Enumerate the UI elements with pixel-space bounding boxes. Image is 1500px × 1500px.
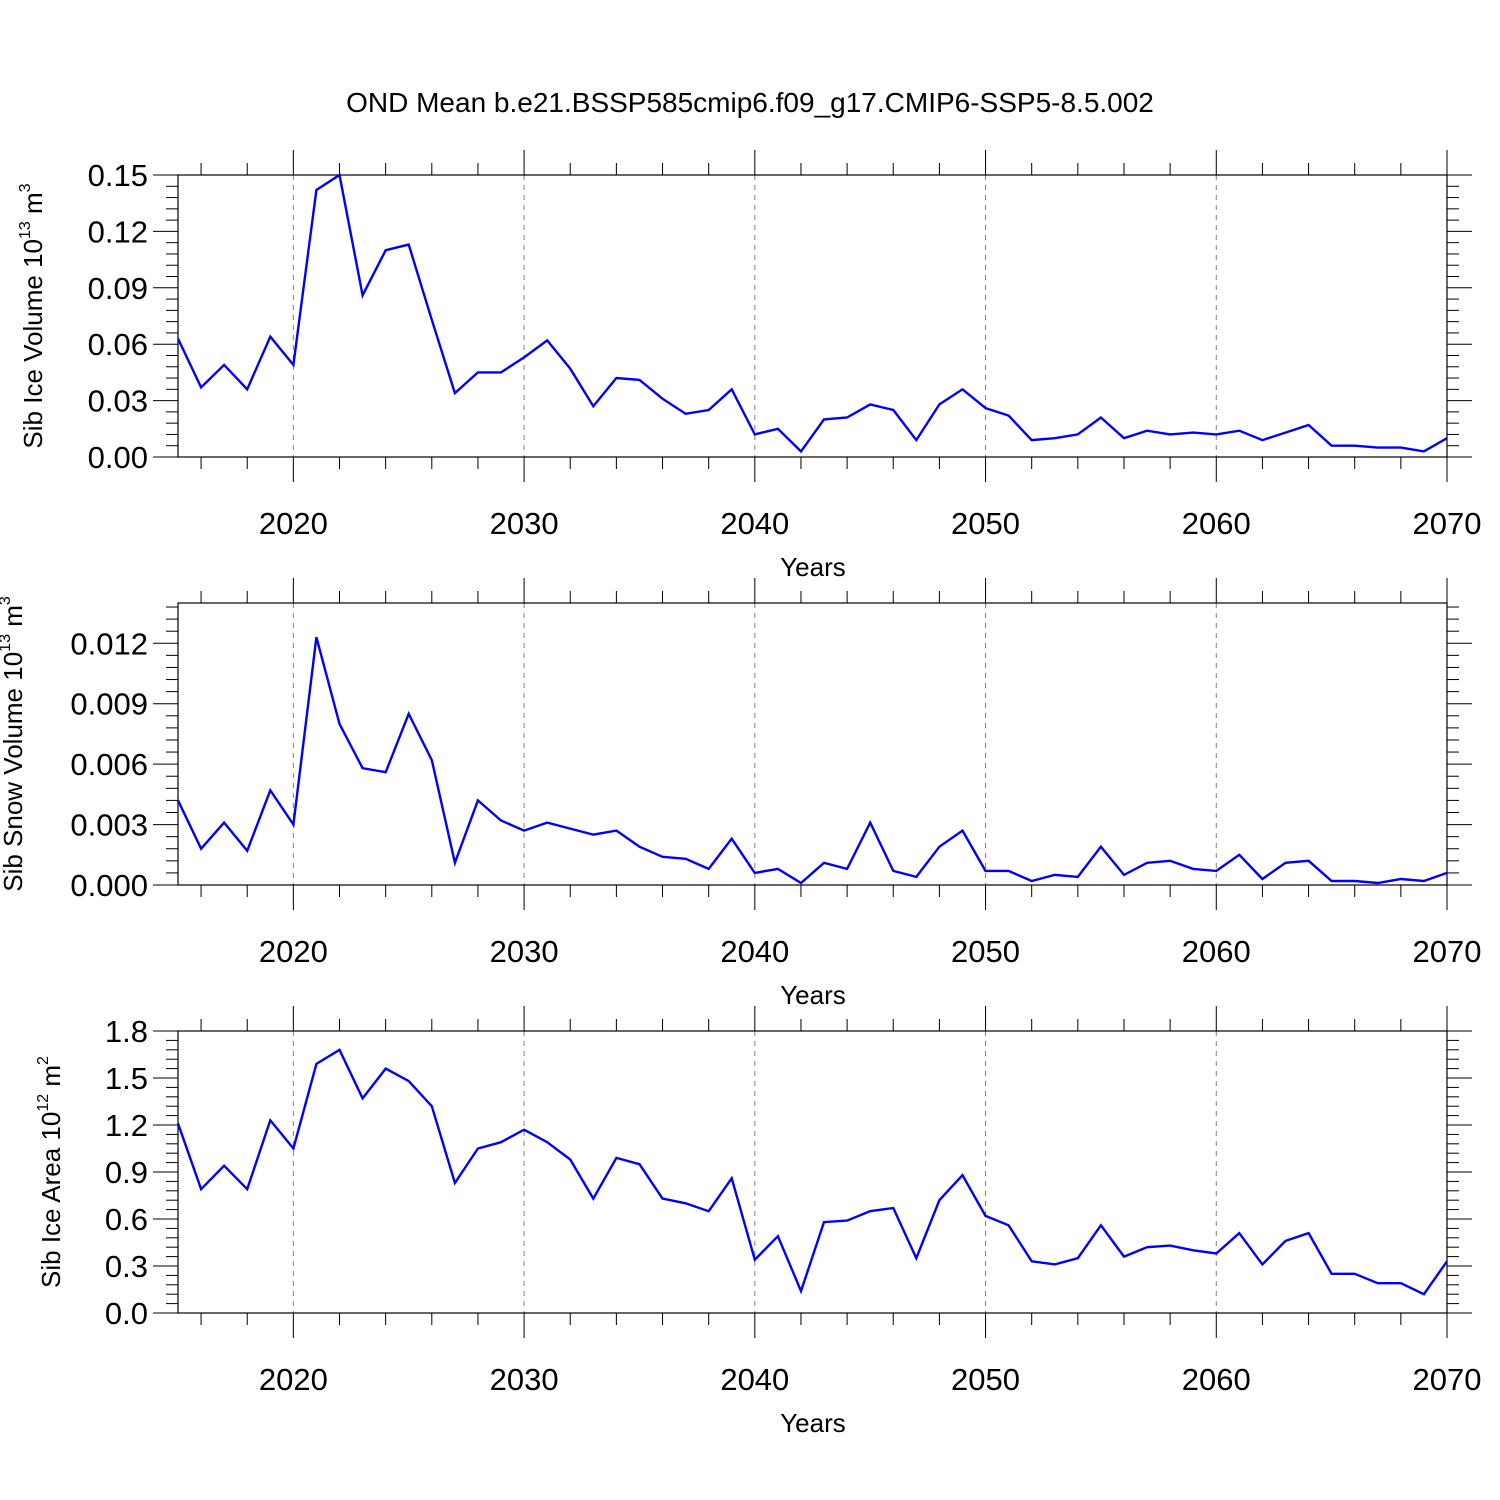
x-tick-label: 2060 xyxy=(1182,934,1251,969)
x-tick-label: 2020 xyxy=(259,1362,328,1397)
y-tick-label: 0.15 xyxy=(88,158,148,193)
y-tick-label: 1.8 xyxy=(105,1014,148,1049)
x-axis-label: Years xyxy=(780,552,846,582)
y-tick-label: 0.03 xyxy=(88,384,148,419)
x-tick-label: 2030 xyxy=(490,1362,559,1397)
y-tick-label: 0.6 xyxy=(105,1202,148,1237)
panel-3: 0.0 0.3 0.6 0.9 1.2 1.5 1.8 2020 2030 2040 2050 206… xyxy=(35,1006,1481,1438)
plot-frame xyxy=(177,1030,1448,1314)
y-tick-label: 0.09 xyxy=(88,271,148,306)
series-line xyxy=(176,1048,1448,1296)
x-tick-label: 2060 xyxy=(1182,506,1251,541)
x-tick-label: 2070 xyxy=(1413,1362,1482,1397)
x-tick-label: 2040 xyxy=(720,1362,789,1397)
y-tick-label: 0.0 xyxy=(105,1296,148,1331)
y-tick-label: 0.003 xyxy=(70,808,148,843)
y-axis-label: Sib Ice Volume 1013 m3 xyxy=(17,183,48,448)
x-axis-label: Years xyxy=(780,980,846,1010)
x-tick-label: 2020 xyxy=(259,934,328,969)
y-tick-label: 0.00 xyxy=(88,440,148,475)
y-tick-label: 0.12 xyxy=(88,214,148,249)
x-tick-label: 2050 xyxy=(951,1362,1020,1397)
plot-frame xyxy=(177,602,1448,886)
panel-1: 0.00 0.03 0.06 0.09 0.12 0.15 2020 2030 2040 2050… xyxy=(17,150,1481,582)
x-tick-label: 2030 xyxy=(490,934,559,969)
x-tick-label: 2050 xyxy=(951,506,1020,541)
x-tick-label: 2040 xyxy=(720,506,789,541)
y-tick-label: 1.2 xyxy=(105,1108,148,1143)
chart-title: OND Mean b.e21.BSSP585cmip6.f09_g17.CMIP… xyxy=(346,87,1154,118)
series-line xyxy=(176,636,1448,885)
x-tick-label: 2020 xyxy=(259,506,328,541)
x-tick-label: 2070 xyxy=(1413,934,1482,969)
y-tick-label: 0.000 xyxy=(70,868,148,903)
y-tick-label: 0.006 xyxy=(70,747,148,782)
x-tick-label: 2060 xyxy=(1182,1362,1251,1397)
x-tick-label: 2040 xyxy=(720,934,789,969)
series-line xyxy=(176,173,1448,454)
y-tick-label: 0.012 xyxy=(70,626,148,661)
y-tick-label: 0.9 xyxy=(105,1155,148,1190)
x-axis-label: Years xyxy=(780,1408,846,1438)
plot-frame xyxy=(177,174,1448,458)
y-tick-label: 0.3 xyxy=(105,1249,148,1284)
x-tick-label: 2050 xyxy=(951,934,1020,969)
y-axis-label: Sib Snow Volume 1013 m3 xyxy=(0,596,28,892)
y-tick-label: 0.009 xyxy=(70,687,148,722)
y-tick-label: 1.5 xyxy=(105,1061,148,1096)
panel-2: 0.000 0.003 0.006 0.009 0.012 2020 2030 2040 205… xyxy=(0,578,1481,1010)
x-tick-label: 2030 xyxy=(490,506,559,541)
y-tick-label: 0.06 xyxy=(88,327,148,362)
y-axis-label: Sib Ice Area 1012 m2 xyxy=(35,1056,66,1288)
x-tick-label: 2070 xyxy=(1413,506,1482,541)
